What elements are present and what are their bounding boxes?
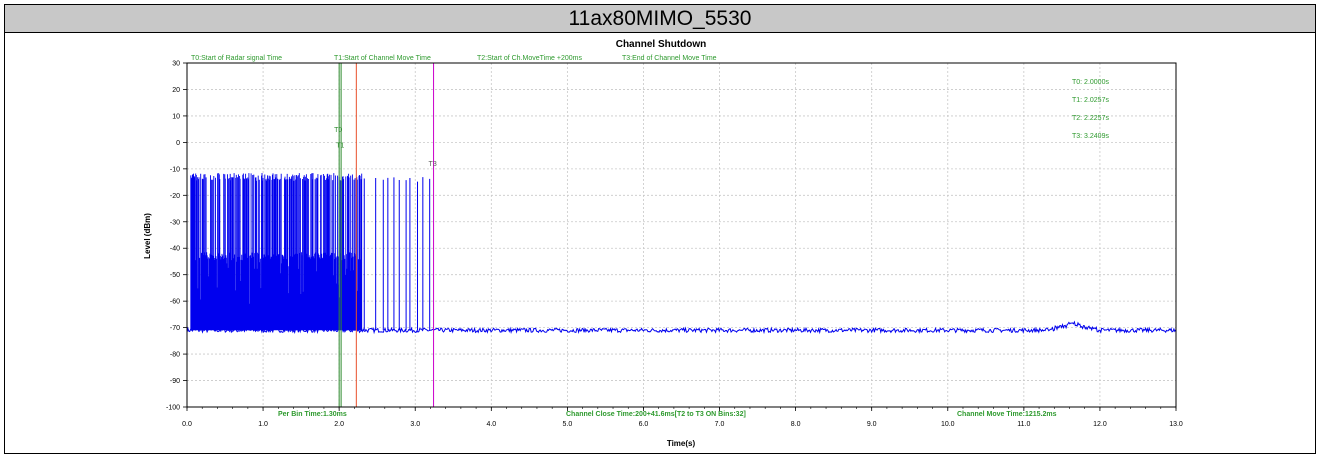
y-tick-label: -80 <box>170 352 180 359</box>
y-tick-label: -40 <box>170 246 180 253</box>
x-tick-label: 10.0 <box>941 421 955 428</box>
x-tick-label: 5.0 <box>563 421 573 428</box>
y-tick-label: -60 <box>170 299 180 306</box>
time-readout-t0: T0: 2.0000s <box>1072 79 1109 86</box>
marker-label-t3: T3 <box>429 161 437 168</box>
x-tick-label: 2.0 <box>334 421 344 428</box>
y-tick-label: -10 <box>170 166 180 173</box>
time-readout-t2: T2: 2.2257s <box>1072 115 1109 122</box>
y-axis-label: Level (dBm) <box>143 213 152 259</box>
x-axis-label: Time(s) <box>667 439 696 448</box>
x-tick-label: 3.0 <box>410 421 420 428</box>
y-tick-label: -90 <box>170 378 180 385</box>
y-tick-label: 30 <box>172 61 180 68</box>
dense-burst-spikes <box>190 173 363 331</box>
chart-window: 11ax80MIMO_5530 <box>4 4 1316 454</box>
x-tick-label: 8.0 <box>791 421 801 428</box>
chart-title: Channel Shutdown <box>616 39 707 50</box>
x-tick-label: 0.0 <box>182 421 192 428</box>
time-readout-t3: T3: 3.2409s <box>1072 133 1109 140</box>
channel-close-time-label: Channel Close Time:200+41.6ms[T2 to T3 O… <box>566 411 746 418</box>
marker-label-t1: T1 <box>336 143 344 150</box>
window-title: 11ax80MIMO_5530 <box>5 5 1315 33</box>
y-tick-label: -100 <box>166 405 180 412</box>
channel-move-time-label: Channel Move Time:1215.2ms <box>957 411 1057 418</box>
y-tick-label: 0 <box>176 140 180 147</box>
x-tick-label: 12.0 <box>1093 421 1107 428</box>
x-tick-label: 1.0 <box>258 421 268 428</box>
marker-label-t0: T0 <box>334 127 342 134</box>
x-tick-label: 9.0 <box>867 421 877 428</box>
marker-lines: T0 T1 T3 <box>334 63 437 407</box>
per-bin-time-label: Per Bin Time:1.30ms <box>278 411 347 418</box>
x-tick-label: 4.0 <box>486 421 496 428</box>
x-tick-label: 6.0 <box>639 421 649 428</box>
axis-ticks: 0.0 1.0 2.0 3.0 4.0 5.0 6.0 7.0 8.0 9.0 10.0 11.0 12… <box>166 61 1183 429</box>
y-tick-label: 20 <box>172 87 180 94</box>
x-tick-label: 7.0 <box>715 421 725 428</box>
x-tick-label: 11.0 <box>1017 421 1030 428</box>
y-tick-label: -70 <box>170 325 180 332</box>
y-tick-label: -30 <box>170 219 180 226</box>
plot-border <box>186 62 1177 408</box>
time-readout-t1: T1: 2.0257s <box>1072 97 1109 104</box>
x-tick-label: 13.0 <box>1169 421 1183 428</box>
y-tick-label: -20 <box>170 193 180 200</box>
legend-t3: T3:End of Channel Move Time <box>622 55 717 62</box>
y-tick-label: 10 <box>172 113 180 120</box>
noise-floor-trace <box>186 320 1177 335</box>
legend-t1: T1:Start of Channel Move Time <box>334 55 431 62</box>
signal-series <box>186 173 1177 335</box>
y-tick-label: -50 <box>170 272 180 279</box>
legend-t2: T2:Start of Ch.MoveTime +200ms <box>477 55 582 62</box>
legend-t0: T0:Start of Radar signal Time <box>191 55 282 62</box>
